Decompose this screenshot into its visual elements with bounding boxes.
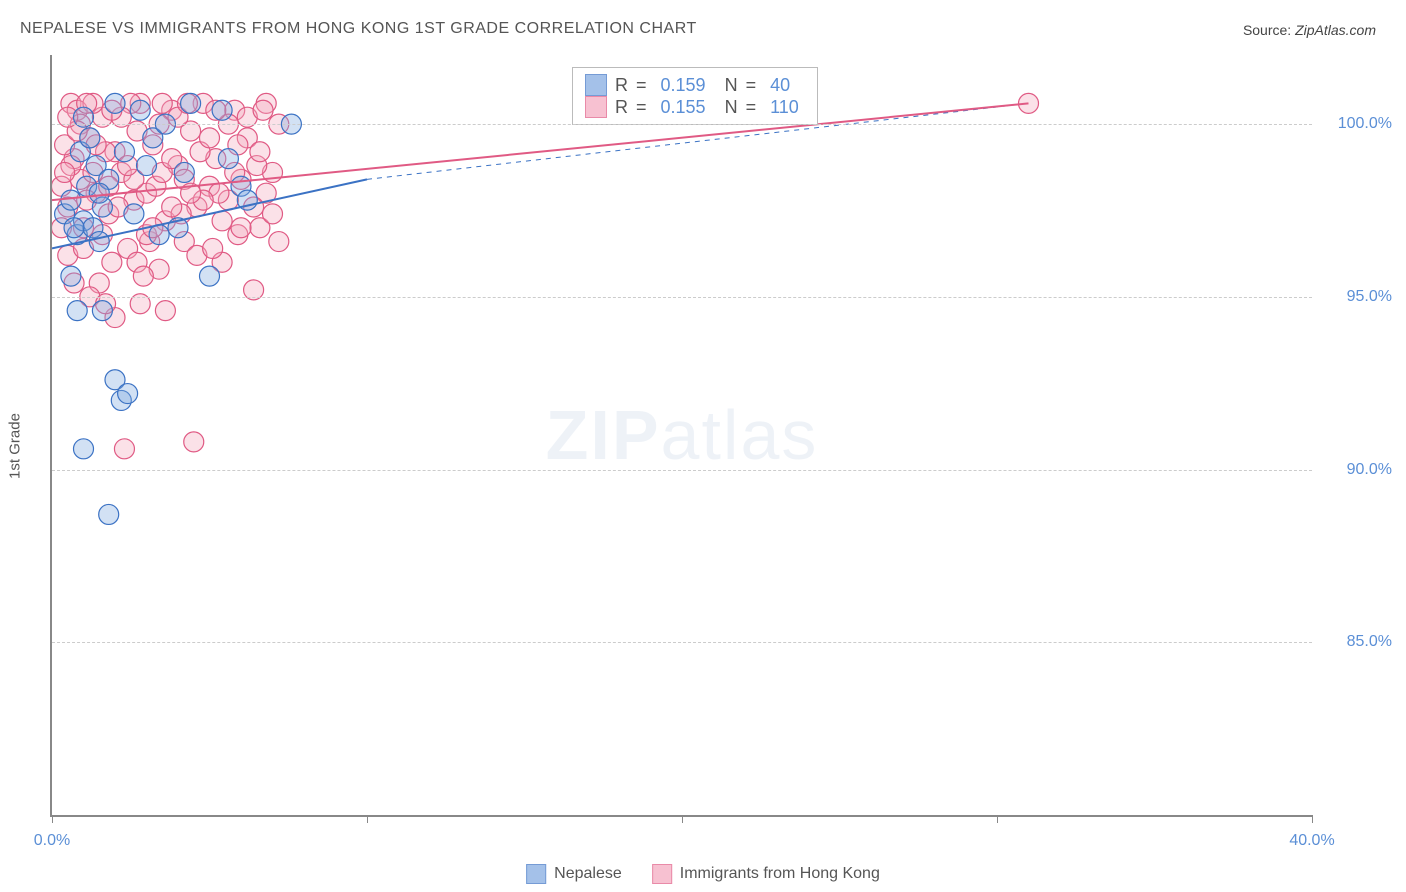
scatter-point [212,211,232,231]
legend-swatch [652,864,672,884]
scatter-point [200,128,220,148]
gridline-h [52,470,1312,471]
scatter-point [114,142,134,162]
scatter-point [218,149,238,169]
scatter-point [263,204,283,224]
scatter-point [89,183,109,203]
scatter-point [92,301,112,321]
scatter-point [200,266,220,286]
scatter-point [212,100,232,120]
stat-n-label: N [720,97,738,118]
legend: Nepalese Immigrants from Hong Kong [526,864,880,884]
scatter-point [102,252,122,272]
scatter-point [155,301,175,321]
scatter-point [105,93,125,113]
scatter-point [203,238,223,258]
scatter-point [64,218,84,238]
scatter-point [130,100,150,120]
legend-label: Immigrants from Hong Kong [680,865,880,883]
source-value: ZipAtlas.com [1295,22,1376,38]
scatter-point [250,142,270,162]
stat-eq: = [636,97,647,118]
stat-eq: = [746,97,757,118]
scatter-point [74,439,94,459]
gridline-h [52,124,1312,125]
gridline-h [52,297,1312,298]
source-label: Source: [1243,22,1291,38]
stat-eq: = [746,75,757,96]
scatter-point [184,432,204,452]
scatter-point [99,504,119,524]
scatter-point [114,439,134,459]
scatter-point [162,197,182,217]
scatter-point [89,232,109,252]
stat-row: R = 0.155 N = 110 [585,96,805,118]
scatter-point [80,128,100,148]
scatter-point [61,190,81,210]
legend-label: Nepalese [554,865,622,883]
x-tick-mark [997,815,998,823]
x-tick-mark [52,815,53,823]
stat-swatch [585,96,607,118]
x-tick-mark [1312,815,1313,823]
scatter-point [269,232,289,252]
legend-swatch [526,864,546,884]
stats-box: R = 0.159 N = 40 R = 0.155 N = 110 [572,67,818,125]
scatter-point [253,100,273,120]
scatter-point [55,162,75,182]
scatter-svg [52,55,1312,815]
scatter-point [231,218,251,238]
gridline-h [52,642,1312,643]
x-tick-label: 40.0% [1289,832,1334,850]
stat-r-label: R [615,75,628,96]
scatter-point [118,384,138,404]
stat-n-label: N [720,75,738,96]
stat-r-value: 0.155 [655,97,712,118]
scatter-point [137,156,157,176]
x-tick-label: 0.0% [34,832,70,850]
stat-r-label: R [615,97,628,118]
scatter-point [174,162,194,182]
stat-r-value: 0.159 [655,75,712,96]
scatter-point [61,266,81,286]
y-tick-label: 85.0% [1322,633,1392,651]
legend-item: Nepalese [526,864,622,884]
chart-title: NEPALESE VS IMMIGRANTS FROM HONG KONG 1S… [20,20,697,38]
stat-row: R = 0.159 N = 40 [585,74,805,96]
stat-eq: = [636,75,647,96]
stat-swatch [585,74,607,96]
scatter-point [181,93,201,113]
y-tick-label: 95.0% [1322,288,1392,306]
y-axis-label: 1st Grade [7,413,24,479]
scatter-point [149,225,169,245]
x-tick-mark [367,815,368,823]
y-tick-label: 100.0% [1322,115,1392,133]
stat-n-value: 110 [764,97,805,118]
y-tick-label: 90.0% [1322,461,1392,479]
scatter-point [152,93,172,113]
stat-n-value: 40 [764,75,796,96]
scatter-point [133,266,153,286]
source-credit: Source: ZipAtlas.com [1243,22,1376,38]
x-tick-mark [682,815,683,823]
scatter-point [124,204,144,224]
legend-item: Immigrants from Hong Kong [652,864,880,884]
scatter-point [67,301,87,321]
plot-area: ZIPatlas R=0.159 N=40R=0.155 N=110 85.0%… [50,55,1312,817]
